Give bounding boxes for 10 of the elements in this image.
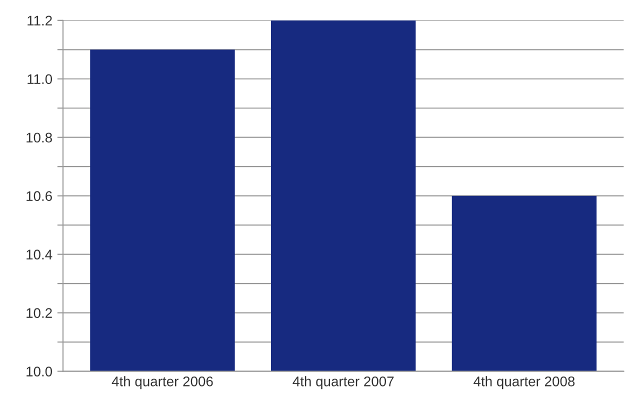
text: 10.0 — [26, 366, 52, 376]
y-tick-label: 10.8 — [26, 132, 52, 143]
x-tick-label: 4th quarter 2006 — [112, 376, 213, 390]
y-tick-label: 10.6 — [26, 191, 52, 202]
x-tick-label: 4th quarter 2008 — [474, 376, 575, 390]
x-tick-label: 4th quarter 2007 — [292, 376, 394, 390]
y-tick-label: 10.2 — [26, 308, 52, 318]
y-tick-label: 11.2 — [28, 16, 52, 26]
y-tick-label: 11.0 — [28, 74, 52, 84]
y-tick-label: 10.4 — [26, 250, 52, 260]
